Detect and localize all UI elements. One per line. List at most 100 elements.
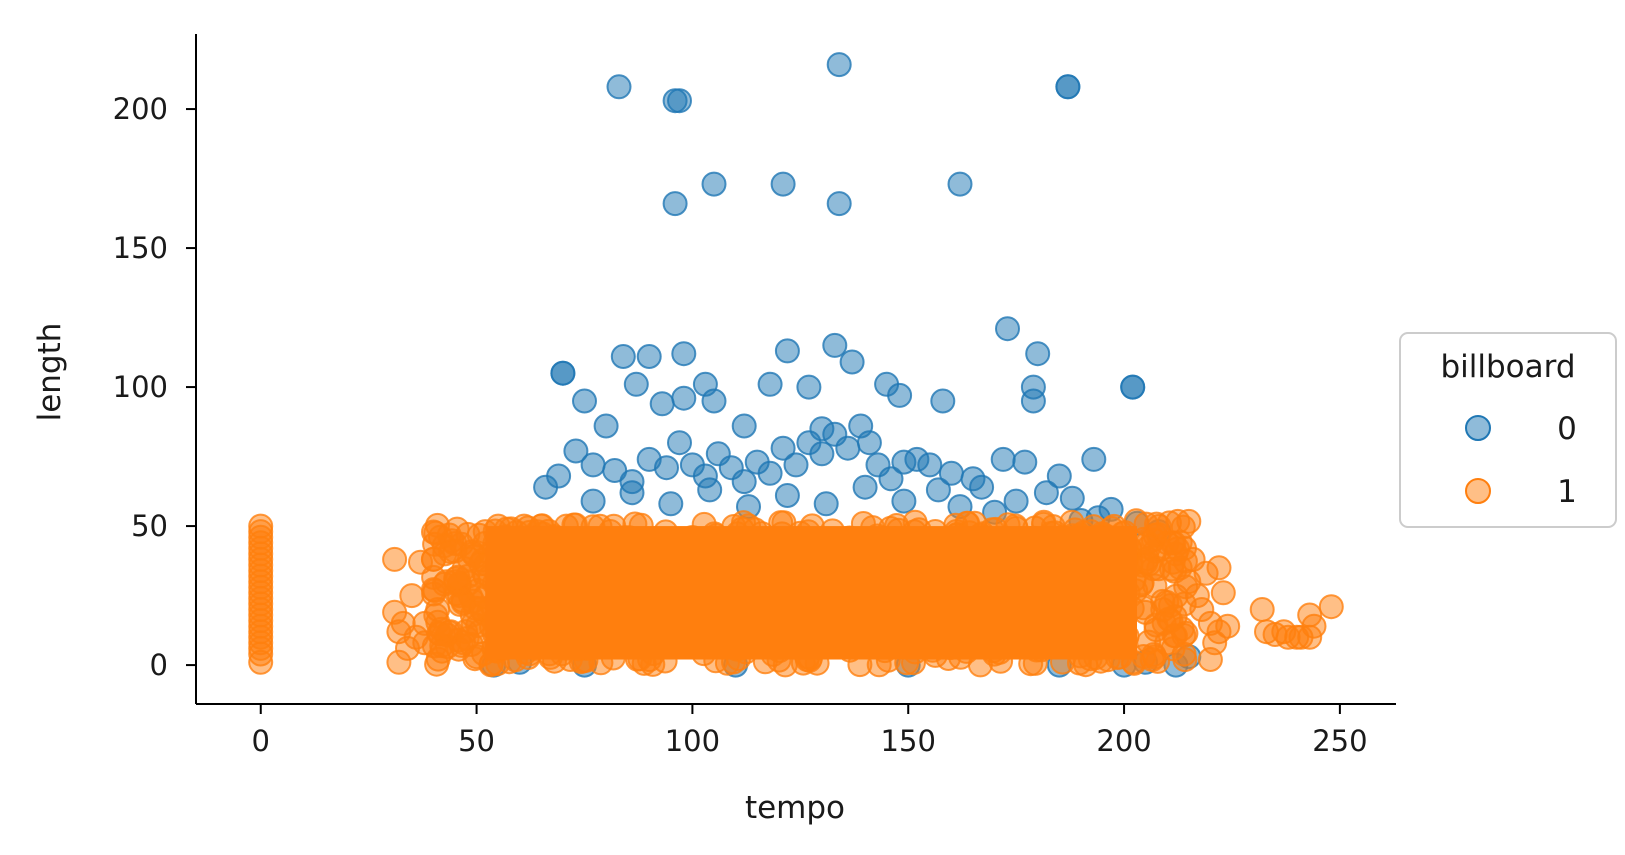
- data-point-series-0: [809, 441, 835, 467]
- data-point-series-0: [636, 344, 662, 369]
- y-tick-label: 50: [131, 509, 168, 543]
- data-point-series-0: [731, 413, 757, 439]
- x-tick-label: 100: [665, 724, 720, 758]
- data-point-series-0: [546, 463, 572, 489]
- dense-point-cloud: [485, 526, 1138, 660]
- data-point-series-0: [667, 88, 692, 114]
- data-point-series-0: [602, 458, 628, 483]
- data-point-series-1: [1160, 636, 1186, 662]
- data-point-series-1: [1301, 613, 1327, 639]
- data-point-series-0: [822, 332, 848, 358]
- y-tick-label: 100: [113, 370, 168, 404]
- legend-title: billboard: [1440, 349, 1575, 385]
- data-point-series-1: [382, 546, 408, 572]
- data-point-series-0: [839, 349, 865, 375]
- data-point-series-0: [671, 341, 697, 367]
- data-point-series-0: [1020, 388, 1046, 414]
- data-point-series-0: [1025, 341, 1051, 367]
- data-point-series-0: [826, 191, 852, 217]
- y-tick-label: 0: [150, 648, 168, 682]
- y-tick-label: 200: [113, 92, 168, 126]
- legend-label-1: 1: [1557, 474, 1577, 510]
- x-tick-label: 0: [252, 724, 270, 758]
- data-point-series-0: [1012, 449, 1038, 475]
- data-point-series-0: [701, 171, 727, 197]
- data-point-series-0: [783, 452, 809, 478]
- data-point-series-0: [995, 316, 1020, 342]
- data-point-series-1: [421, 564, 447, 590]
- data-point-series-0: [610, 344, 636, 369]
- data-point-series-1: [445, 564, 471, 590]
- data-point-series-0: [774, 483, 800, 508]
- data-point-series-0: [572, 388, 597, 414]
- data-point-series-0: [1081, 446, 1107, 472]
- data-point-series-0: [774, 338, 800, 364]
- data-point-series-0: [813, 491, 839, 517]
- data-point-series-0: [606, 74, 632, 100]
- data-point-series-1: [1197, 647, 1223, 672]
- data-point-series-0: [662, 191, 688, 217]
- data-point-series-1: [399, 583, 425, 609]
- plot-area: [248, 52, 1344, 678]
- data-point-series-0: [856, 430, 882, 456]
- data-point-series-1: [1318, 594, 1344, 620]
- data-point-series-1: [1150, 597, 1176, 623]
- data-point-series-0: [667, 430, 692, 456]
- y-tick-label: 150: [113, 231, 168, 265]
- data-point-series-1: [1165, 536, 1191, 562]
- data-point-series-0: [796, 374, 822, 400]
- data-point-series-0: [658, 491, 684, 517]
- data-point-series-0: [619, 480, 645, 506]
- data-point-series-0: [770, 435, 796, 461]
- data-point-series-1: [1210, 580, 1236, 606]
- data-point-series-0: [835, 435, 861, 461]
- data-point-series-0: [887, 382, 913, 408]
- data-point-series-1: [1173, 574, 1199, 600]
- data-point-series-1: [248, 649, 274, 675]
- data-point-series-1: [1206, 555, 1232, 581]
- data-point-series-0: [654, 455, 679, 481]
- data-point-series-0: [852, 474, 878, 500]
- data-point-series-0: [969, 474, 995, 500]
- data-point-series-0: [947, 171, 973, 197]
- x-axis-label: tempo: [745, 790, 845, 826]
- data-point-series-0: [671, 385, 697, 411]
- data-point-series-0: [1055, 74, 1081, 100]
- data-point-series-1: [1215, 613, 1241, 639]
- data-point-series-0: [757, 460, 783, 486]
- y-ticks: 0 50 100 150 200: [113, 92, 196, 682]
- data-point-series-0: [1120, 374, 1146, 400]
- x-ticks: 0 50 100 150 200 250: [252, 704, 1368, 758]
- x-tick-label: 200: [1096, 724, 1151, 758]
- data-point-series-0: [990, 446, 1016, 472]
- data-point-series-0: [917, 452, 943, 478]
- data-point-series-1: [458, 632, 484, 657]
- data-point-series-0: [891, 449, 917, 475]
- legend-box: [1399, 332, 1617, 528]
- data-point-series-0: [826, 52, 852, 78]
- data-point-series-1: [1136, 534, 1162, 560]
- data-point-series-0: [770, 171, 796, 197]
- data-point-series-0: [563, 438, 589, 464]
- x-tick-label: 50: [458, 724, 495, 758]
- data-point-series-0: [731, 469, 757, 495]
- x-tick-label: 150: [881, 724, 936, 758]
- data-point-series-0: [649, 391, 675, 417]
- data-point-series-0: [1003, 488, 1029, 514]
- data-point-series-0: [580, 452, 606, 478]
- points-layer: [248, 52, 1344, 678]
- legend-label-0: 0: [1557, 411, 1577, 447]
- data-point-series-0: [1059, 485, 1085, 511]
- legend-marker-1: [1465, 478, 1491, 504]
- data-point-series-0: [580, 488, 606, 514]
- legend: billboard 0 1: [1399, 332, 1617, 528]
- data-point-series-0: [930, 388, 956, 414]
- data-point-series-0: [701, 388, 727, 414]
- x-tick-label: 250: [1312, 724, 1367, 758]
- data-point-series-0: [891, 488, 917, 514]
- data-point-series-0: [550, 360, 576, 386]
- data-point-series-0: [925, 477, 951, 503]
- data-point-series-1: [438, 539, 464, 565]
- data-point-series-0: [697, 477, 723, 503]
